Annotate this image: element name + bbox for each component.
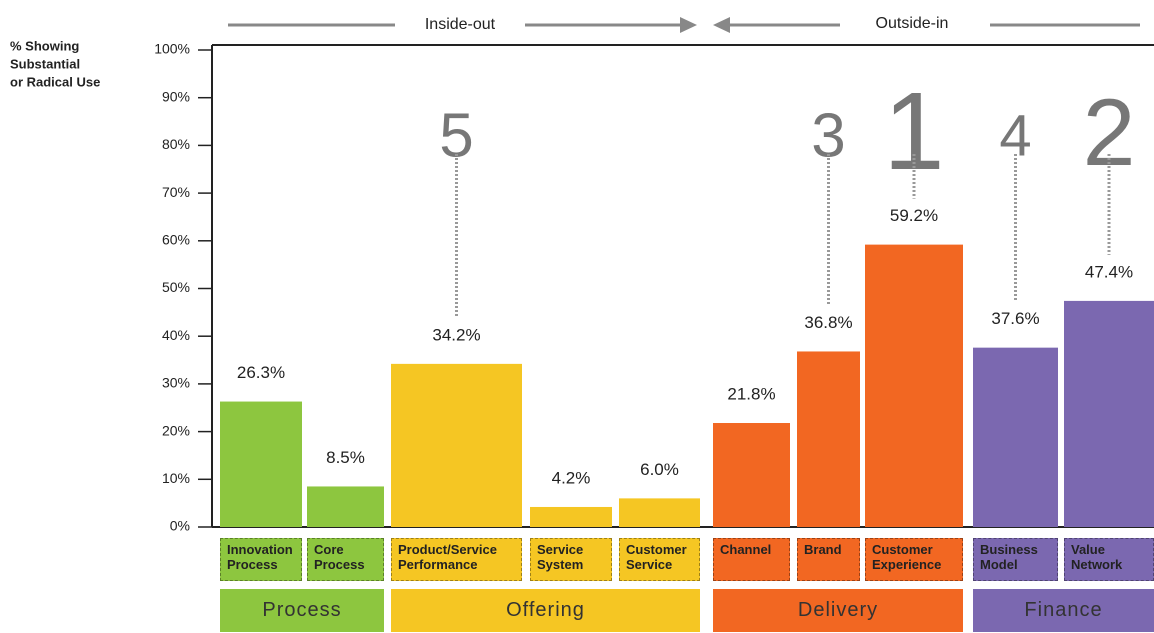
value-label: 26.3% — [237, 363, 285, 382]
rank-number: 1 — [883, 70, 944, 193]
group-label: Process — [220, 589, 384, 632]
y-tick-label: 80% — [162, 136, 190, 152]
value-label: 21.8% — [727, 384, 775, 403]
bar — [865, 244, 963, 527]
value-label: 47.4% — [1085, 262, 1133, 281]
y-tick-label: 30% — [162, 375, 190, 391]
bar — [391, 363, 522, 527]
bar — [220, 401, 302, 527]
value-label: 34.2% — [432, 325, 480, 344]
y-label: or Radical Use — [10, 74, 100, 89]
category-label: Value Network — [1064, 538, 1154, 581]
annotation: Inside-out — [425, 16, 496, 33]
group-label: Delivery — [713, 589, 963, 632]
y-tick-label: 50% — [162, 279, 190, 295]
y-tick-label: 90% — [162, 88, 190, 104]
y-label: % Showing — [10, 38, 79, 53]
value-label: 8.5% — [326, 448, 365, 467]
value-label: 36.8% — [804, 313, 852, 332]
annotation: Outside-in — [876, 15, 949, 32]
category-label: Business Model — [973, 538, 1058, 581]
rank-number: 5 — [439, 101, 473, 170]
group-label: Finance — [973, 589, 1154, 632]
category-label: Channel — [713, 538, 790, 581]
rank-number: 3 — [811, 101, 845, 170]
category-label: Customer Experience — [865, 538, 963, 581]
y-tick-label: 40% — [162, 327, 190, 343]
category-label: Service System — [530, 538, 612, 581]
y-tick-label: 10% — [162, 470, 190, 486]
value-label: 4.2% — [552, 468, 591, 487]
y-tick-label: 70% — [162, 184, 190, 200]
category-label: Customer Service — [619, 538, 700, 581]
value-label: 6.0% — [640, 460, 679, 479]
y-tick-label: 0% — [170, 518, 190, 534]
bar — [530, 506, 612, 527]
y-tick-label: 20% — [162, 422, 190, 438]
value-label: 59.2% — [890, 206, 938, 225]
y-label: Substantial — [10, 56, 80, 71]
y-tick-label: 60% — [162, 232, 190, 248]
bar — [307, 486, 384, 527]
direction-arrows — [228, 17, 1140, 33]
bar — [713, 423, 790, 527]
bar — [1064, 300, 1154, 527]
arrow-head — [680, 17, 697, 33]
category-label: Core Process — [307, 538, 384, 581]
y-tick-label: 100% — [154, 41, 190, 57]
bar — [797, 351, 860, 527]
rank-number: 2 — [1083, 80, 1136, 186]
category-label: Innovation Process — [220, 538, 302, 581]
bar — [619, 498, 700, 527]
category-label: Brand — [797, 538, 860, 581]
arrow-head — [713, 17, 730, 33]
value-label: 37.6% — [991, 309, 1039, 328]
rank-number: 4 — [999, 103, 1031, 168]
category-label: Product/Service Performance — [391, 538, 522, 581]
group-label: Offering — [391, 589, 700, 632]
bar — [973, 347, 1058, 527]
